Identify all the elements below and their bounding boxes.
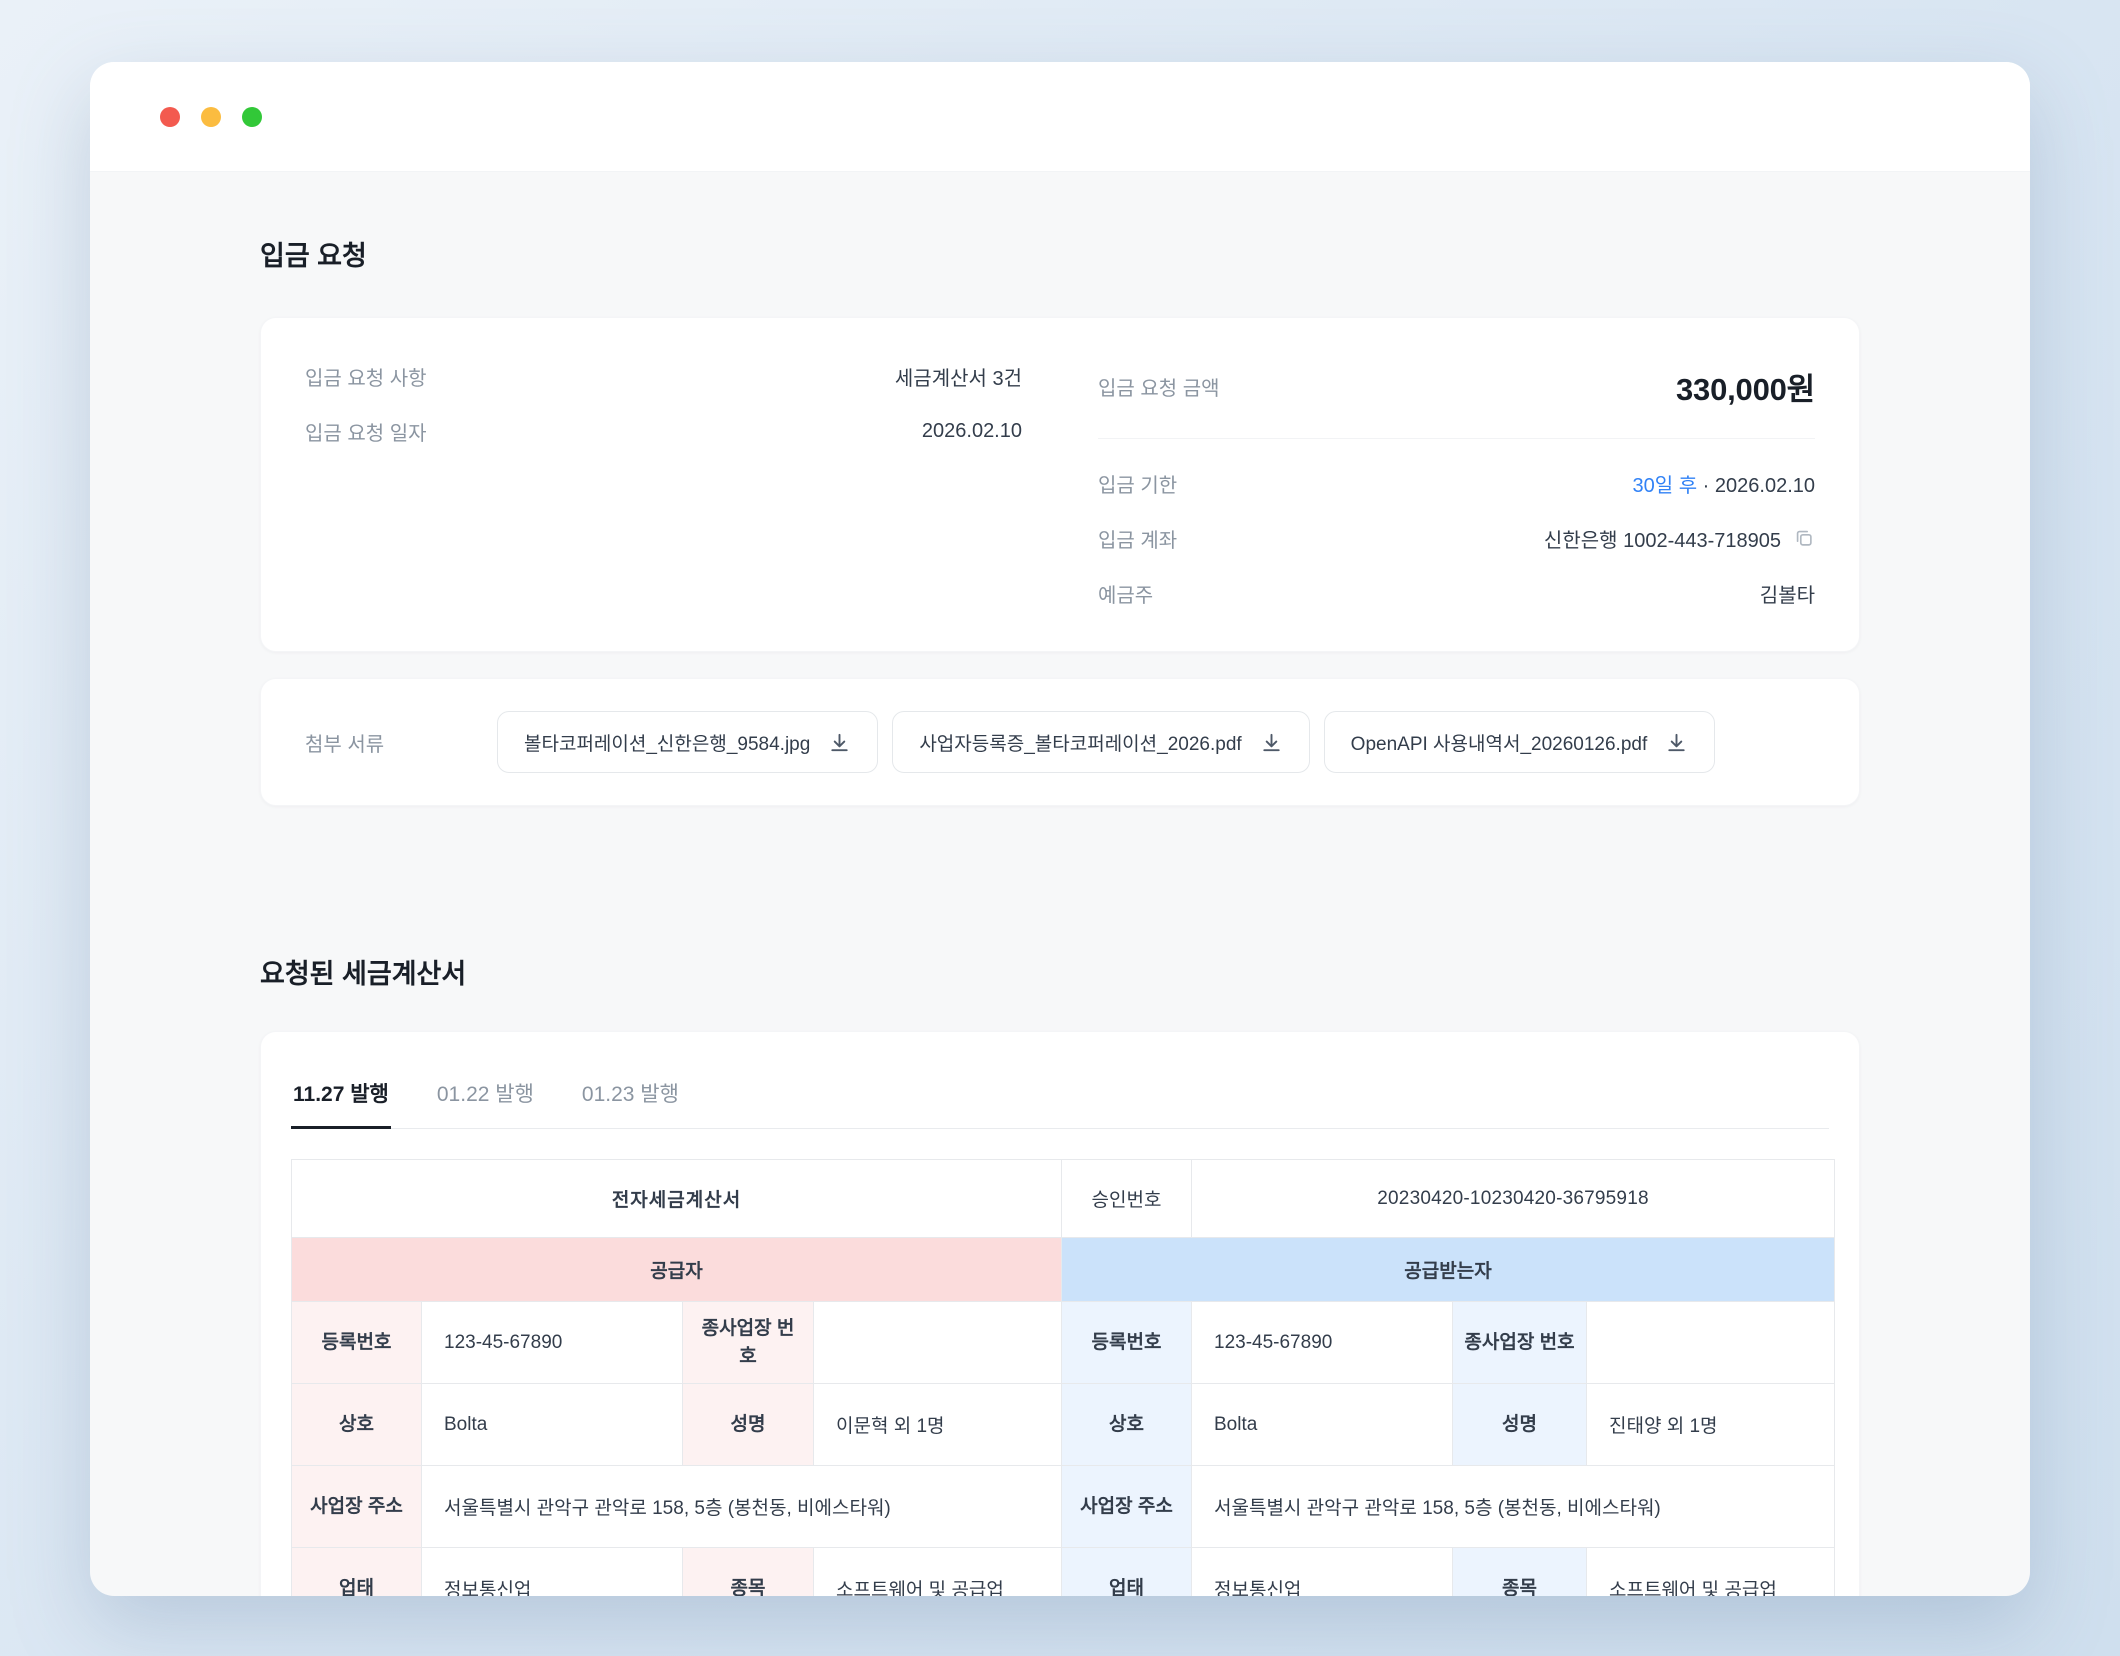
recipient-type-label: 업태 (1061, 1547, 1192, 1596)
supplier-item-value: 소프트웨어 및 공급업 (813, 1547, 1062, 1596)
copy-account-button[interactable] (1793, 527, 1815, 549)
recipient-item-value: 소프트웨어 및 공급업 (1585, 1547, 1836, 1596)
account-value-wrap: 신한은행 1002-443-718905 (1544, 524, 1815, 553)
holder-label: 예금주 (1098, 584, 1154, 607)
recipient-sub-value (1585, 1301, 1836, 1384)
deposit-summary-right: 입금 요청 금액 330,000원 입금 기한 30일 후 · 2026.02.… (1098, 362, 1815, 607)
window-titlebar (90, 62, 2030, 172)
recipient-address-value: 서울특별시 관악구 관악로 158, 5층 (봉천동, 비에스타워) (1190, 1465, 1836, 1548)
supplier-type-value: 정보통신업 (421, 1547, 683, 1596)
download-icon (828, 731, 851, 754)
invoice-tabs: 11.27 발행 01.22 발행 01.23 발행 (291, 1032, 1829, 1129)
invoices-card: 11.27 발행 01.22 발행 01.23 발행 전자세금계산서 승인번호 … (260, 1031, 1860, 1596)
due-row: 입금 기한 30일 후 · 2026.02.10 (1098, 469, 1815, 497)
amount-value: 330,000원 (1676, 371, 1815, 407)
zoom-button[interactable] (242, 106, 262, 127)
close-button[interactable] (160, 106, 180, 127)
recipient-header: 공급받는자 (1060, 1237, 1836, 1302)
request-date-value: 2026.02.10 (921, 419, 1022, 442)
table-title-row: 전자세금계산서 승인번호 20230420-10230420-36795918 (291, 1159, 1836, 1238)
account-row: 입금 계좌 신한은행 1002-443-718905 (1098, 524, 1815, 552)
recipient-reg-label: 등록번호 (1061, 1301, 1192, 1384)
attachment-file-1-name: 볼타코퍼레이션_신한은행_9584.jpg (524, 733, 811, 755)
supplier-name-value: Bolta (421, 1383, 683, 1466)
recipient-type-value: 정보통신업 (1191, 1547, 1453, 1596)
supplier-address-label: 사업장 주소 (291, 1465, 422, 1548)
supplier-address-value: 서울특별시 관악구 관악로 158, 5층 (봉천동, 비에스타워) (421, 1465, 1062, 1548)
attachment-file-2-name: 사업자등록증_볼타코퍼레이션_2026.pdf (919, 733, 1242, 755)
request-items-row: 입금 요청 사항 세금계산서 3건 (305, 362, 1022, 390)
recipient-ceo-value: 진태양 외 1명 (1585, 1383, 1836, 1466)
tab-0123[interactable]: 01.23 발행 (580, 1066, 681, 1128)
recipient-item-label: 종목 (1452, 1547, 1587, 1596)
recipient-name-value: Bolta (1191, 1383, 1453, 1466)
amount-label: 입금 요청 금액 (1098, 377, 1220, 400)
holder-row: 예금주 김볼타 (1098, 579, 1815, 607)
recipient-ceo-label: 성명 (1452, 1383, 1587, 1466)
download-icon (1665, 731, 1688, 754)
business-type-row: 업태 정보통신업 종목 소프트웨어 및 공급업 업태 정보통신업 종목 소프트웨… (291, 1547, 1836, 1596)
supplier-sub-value (813, 1301, 1062, 1384)
recipient-address-label: 사업장 주소 (1061, 1465, 1192, 1548)
due-label: 입금 기한 (1098, 474, 1178, 497)
deposit-section-title: 입금 요청 (260, 241, 367, 271)
recipient-name-label: 상호 (1061, 1383, 1192, 1466)
doc-title: 전자세금계산서 (291, 1159, 1062, 1238)
request-date-row: 입금 요청 일자 2026.02.10 (305, 417, 1022, 445)
deposit-summary-card: 입금 요청 사항 세금계산서 3건 입금 요청 일자 2026.02.10 입금… (260, 317, 1860, 652)
attachment-file-1[interactable]: 볼타코퍼레이션_신한은행_9584.jpg (497, 711, 879, 773)
supplier-reg-label: 등록번호 (291, 1301, 422, 1384)
due-value: 30일 후 · 2026.02.10 (1633, 469, 1815, 498)
page-content: 입금 요청 입금 요청 사항 세금계산서 3건 입금 요청 일자 2026.02… (90, 172, 2030, 1596)
request-date-label: 입금 요청 일자 (305, 422, 427, 445)
attachments-label: 첨부 서류 (305, 733, 385, 756)
supplier-ceo-label: 성명 (682, 1383, 814, 1466)
copy-icon (1793, 527, 1815, 549)
party-header-row: 공급자 공급받는자 (291, 1237, 1836, 1302)
tab-1127[interactable]: 11.27 발행 (291, 1066, 391, 1129)
address-row: 사업장 주소 서울특별시 관악구 관악로 158, 5층 (봉천동, 비에스타워… (291, 1465, 1836, 1548)
supplier-ceo-value: 이문혁 외 1명 (813, 1383, 1062, 1466)
supplier-reg-value: 123-45-67890 (421, 1301, 683, 1384)
minimize-button[interactable] (201, 106, 221, 127)
approval-value: 20230420-10230420-36795918 (1190, 1159, 1836, 1238)
tab-0122[interactable]: 01.22 발행 (435, 1066, 536, 1128)
download-icon (1260, 731, 1283, 754)
attachment-file-3[interactable]: OpenAPI 사용내역서_20260126.pdf (1323, 711, 1716, 773)
request-items-value: 세금계산서 3건 (894, 367, 1022, 390)
supplier-sub-label: 종사업장 번호 (682, 1301, 814, 1384)
tax-invoice-table: 전자세금계산서 승인번호 20230420-10230420-36795918 … (291, 1159, 1836, 1596)
account-label: 입금 계좌 (1098, 529, 1178, 552)
account-value: 신한은행 1002-443-718905 (1543, 529, 1781, 552)
due-badge: 30일 후 (1632, 474, 1698, 497)
request-items-label: 입금 요청 사항 (305, 367, 427, 390)
attachments-card: 첨부 서류 볼타코퍼레이션_신한은행_9584.jpg 사업자등록증_볼타코퍼레… (260, 678, 1860, 806)
summary-divider (1098, 438, 1815, 439)
company-name-row: 상호 Bolta 성명 이문혁 외 1명 상호 Bolta 성명 진태양 외 1… (291, 1383, 1836, 1466)
app-window: 입금 요청 입금 요청 사항 세금계산서 3건 입금 요청 일자 2026.02… (90, 62, 2030, 1596)
invoices-section-title: 요청된 세금계산서 (260, 959, 467, 989)
attachment-file-3-name: OpenAPI 사용내역서_20260126.pdf (1350, 733, 1648, 755)
amount-row: 입금 요청 금액 330,000원 (1098, 362, 1815, 410)
holder-value: 김볼타 (1759, 584, 1815, 607)
registration-row: 등록번호 123-45-67890 종사업장 번호 등록번호 123-45-67… (291, 1301, 1836, 1384)
recipient-sub-label: 종사업장 번호 (1452, 1301, 1587, 1384)
due-date: · 2026.02.10 (1697, 474, 1815, 497)
attachment-file-2[interactable]: 사업자등록증_볼타코퍼레이션_2026.pdf (892, 711, 1310, 773)
approval-label: 승인번호 (1061, 1159, 1192, 1238)
attachment-chips: 볼타코퍼레이션_신한은행_9584.jpg 사업자등록증_볼타코퍼레이션_202… (497, 711, 1815, 773)
deposit-summary-left: 입금 요청 사항 세금계산서 3건 입금 요청 일자 2026.02.10 (305, 362, 1022, 607)
supplier-header: 공급자 (291, 1237, 1062, 1302)
supplier-name-label: 상호 (291, 1383, 422, 1466)
supplier-item-label: 종목 (682, 1547, 814, 1596)
recipient-reg-value: 123-45-67890 (1191, 1301, 1453, 1384)
supplier-type-label: 업태 (291, 1547, 422, 1596)
